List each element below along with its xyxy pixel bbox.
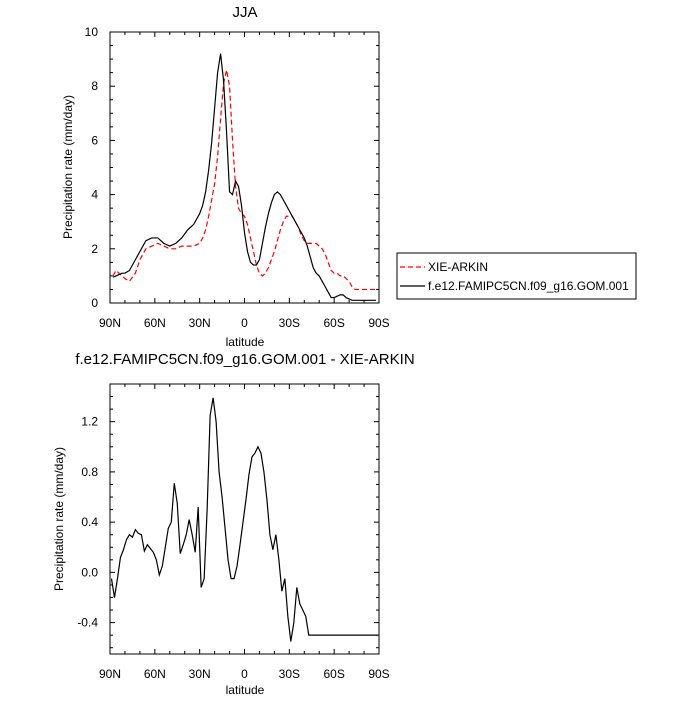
plot-frame: [109, 383, 380, 655]
x-tick-label: 30S: [279, 667, 300, 681]
x-tick-label: 90S: [368, 667, 389, 681]
series-line-0: [112, 69, 377, 291]
x-tick-label: 60N: [144, 316, 166, 330]
x-tick-label: 90N: [99, 316, 121, 330]
chart-difference: f.e12.FAMIPC5CN.f09_g16.GOM.001 - XIE-AR…: [52, 351, 415, 697]
chart-title: f.e12.FAMIPC5CN.f09_g16.GOM.001 - XIE-AR…: [75, 351, 414, 368]
x-axis-title: latitude: [226, 335, 265, 349]
x-tick-label: 60S: [323, 316, 344, 330]
x-tick-label: 0: [241, 316, 248, 330]
plot-frame: [109, 31, 380, 304]
y-tick-label: 0.4: [81, 515, 98, 529]
y-tick-label: 0: [91, 296, 98, 310]
y-tick-label: 0.8: [81, 465, 98, 479]
y-tick-label: -0.4: [77, 616, 98, 630]
axis-ticks: [109, 31, 380, 304]
legend: XIE-ARKIN f.e12.FAMIPC5CN.f09_g16.GOM.00…: [396, 252, 637, 300]
y-axis-title: Precipitation rate (mm/day): [52, 447, 66, 591]
x-tick-label: 0: [241, 667, 248, 681]
x-tick-label: 60S: [323, 667, 344, 681]
y-tick-labels: 0 2 4 6 8 10: [85, 25, 99, 310]
series-line-1: [112, 53, 377, 301]
legend-box: [396, 252, 637, 300]
series-group: [110, 397, 378, 642]
x-tick-label: 30S: [279, 316, 300, 330]
y-axis-title: Precipitation rate (mm/day): [61, 95, 75, 239]
legend-label-xie-arkin: XIE-ARKIN: [428, 260, 488, 274]
axis-ticks: [109, 383, 380, 654]
x-tick-label: 60N: [144, 667, 166, 681]
y-tick-labels: -0.4 0.0 0.4 0.8 1.2: [77, 415, 98, 630]
x-axis-title: latitude: [226, 683, 265, 697]
series-line-0: [110, 397, 378, 642]
y-tick-label: 10: [85, 25, 99, 39]
x-tick-label: 90S: [368, 316, 389, 330]
y-tick-label: 8: [91, 79, 98, 93]
x-tick-label: 30N: [189, 316, 211, 330]
legend-label-model: f.e12.FAMIPC5CN.f09_g16.GOM.001: [428, 279, 629, 293]
y-tick-label: 1.2: [81, 415, 98, 429]
chart-title: JJA: [232, 4, 257, 21]
series-group: [112, 53, 377, 301]
x-tick-labels: 90N 60N 30N 0 30S 60S 90S: [99, 667, 390, 681]
y-tick-label: 4: [91, 188, 98, 202]
x-tick-label: 30N: [189, 667, 211, 681]
y-tick-label: 6: [91, 133, 98, 147]
x-tick-labels: 90N 60N 30N 0 30S 60S 90S: [99, 316, 390, 330]
x-tick-label: 90N: [99, 667, 121, 681]
y-tick-label: 0.0: [81, 565, 98, 579]
y-tick-label: 2: [91, 242, 98, 256]
chart-climatology: JJA 90N 60N 30N 0 30S 60S 90S 0 2 4 6 8 10 latitude…: [61, 4, 637, 349]
